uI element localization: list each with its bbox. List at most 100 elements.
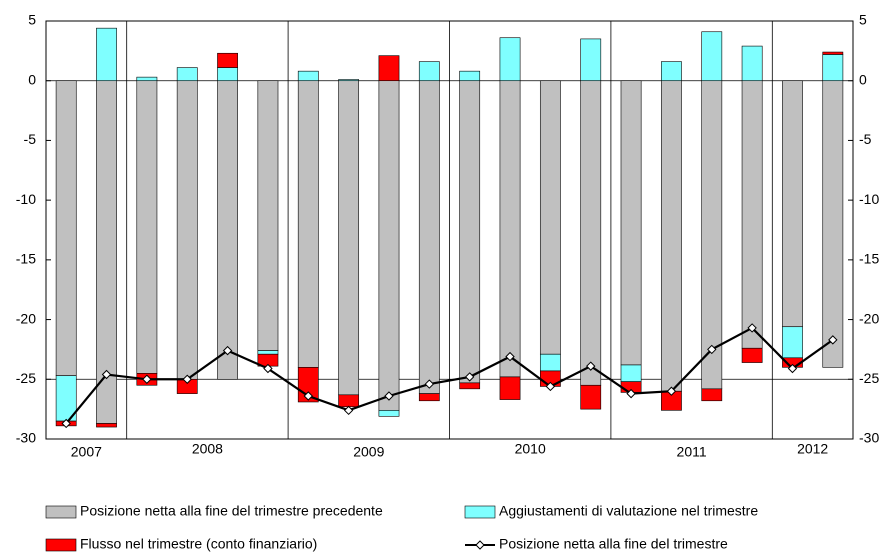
bar <box>459 70 481 82</box>
bar <box>338 79 360 82</box>
line-marker <box>626 388 636 399</box>
line-marker <box>384 391 394 401</box>
bar <box>741 347 763 363</box>
bar <box>782 80 803 328</box>
bar <box>661 61 682 82</box>
bar <box>741 45 763 82</box>
line-marker <box>182 374 192 384</box>
bar <box>96 27 117 82</box>
line-marker <box>142 374 152 384</box>
y2-tick-label: 0 <box>859 71 867 87</box>
y-tick-label: -10 <box>16 191 36 207</box>
y2-tick-label: -20 <box>859 310 879 326</box>
bar <box>55 80 77 377</box>
bar <box>96 423 117 428</box>
bar <box>701 388 723 402</box>
bar <box>459 382 481 390</box>
bar <box>580 384 602 410</box>
bar <box>257 80 279 351</box>
y2-tick-label: -25 <box>859 370 879 386</box>
line-marker <box>666 386 677 396</box>
bar <box>297 70 319 82</box>
y-tick-label: 0 <box>28 71 36 87</box>
y2-tick-label: -5 <box>859 131 872 147</box>
bar <box>378 410 400 417</box>
line-marker <box>263 363 273 374</box>
y-tick-label: -30 <box>16 430 36 446</box>
bar <box>217 52 238 68</box>
year-label: 2008 <box>192 441 223 457</box>
line-marker <box>61 418 71 429</box>
y-tick-label: -15 <box>16 251 36 267</box>
bar <box>217 80 238 380</box>
line-marker <box>787 363 798 374</box>
bar <box>418 393 440 402</box>
year-label: 2010 <box>515 441 546 457</box>
bar <box>782 326 803 359</box>
line-marker <box>586 361 596 371</box>
legend-swatch <box>45 505 77 519</box>
bar <box>741 80 763 349</box>
year-label: 2011 <box>677 444 707 460</box>
bar <box>701 80 723 390</box>
legend-swatch <box>464 505 496 519</box>
bar <box>822 80 844 368</box>
y2-tick-label: -30 <box>859 430 879 446</box>
year-label: 2012 <box>797 441 828 457</box>
bar <box>297 80 319 368</box>
bar <box>418 80 440 394</box>
y2-tick-label: -10 <box>859 191 879 207</box>
bar <box>580 38 602 82</box>
bar <box>499 80 521 378</box>
bar <box>459 80 481 384</box>
y2-tick-label: 5 <box>859 12 867 28</box>
bar <box>136 76 158 82</box>
bar <box>217 67 238 82</box>
bar <box>661 80 682 392</box>
bar <box>822 51 844 55</box>
legend-marker <box>475 540 485 550</box>
y-tick-label: -25 <box>16 370 36 386</box>
line-marker <box>828 335 838 345</box>
y-tick-label: -20 <box>16 310 36 326</box>
bar <box>176 67 198 82</box>
bar <box>580 80 602 386</box>
bar <box>620 80 642 366</box>
line-marker <box>464 372 475 382</box>
bar <box>176 80 198 380</box>
line-marker <box>424 379 435 389</box>
y2-tick-label: -15 <box>859 251 879 267</box>
line-marker <box>303 391 313 401</box>
bar <box>822 54 844 82</box>
year-label: 2007 <box>71 444 102 460</box>
legend-label: Aggiustamenti di valutazione nel trimest… <box>499 503 758 519</box>
legend-label: Flusso nel trimestre (conto finanziario) <box>80 536 317 552</box>
year-label: 2009 <box>353 444 384 460</box>
legend-swatch <box>45 538 77 552</box>
bar <box>499 376 521 400</box>
bar <box>136 80 158 374</box>
bar <box>338 394 360 408</box>
bar <box>499 37 521 82</box>
legend-label: Posizione netta alla fine del trimestre … <box>80 503 383 519</box>
line-marker <box>505 351 515 362</box>
line-marker <box>707 344 717 355</box>
bar <box>378 80 400 411</box>
line-marker <box>747 323 757 333</box>
y-tick-label: 5 <box>28 12 36 28</box>
bar <box>378 55 400 82</box>
line-marker <box>101 369 112 380</box>
y-tick-label: -5 <box>24 131 37 147</box>
bar <box>620 364 642 382</box>
line-marker <box>343 405 354 416</box>
bar <box>539 80 561 355</box>
line-marker <box>545 381 556 392</box>
bar <box>338 80 360 396</box>
line-marker <box>222 345 233 356</box>
line <box>65 326 834 425</box>
legend-label: Posizione netta alla fine del trimestre <box>499 536 728 552</box>
bar <box>539 353 561 372</box>
bar <box>257 350 279 355</box>
bar <box>418 61 440 82</box>
